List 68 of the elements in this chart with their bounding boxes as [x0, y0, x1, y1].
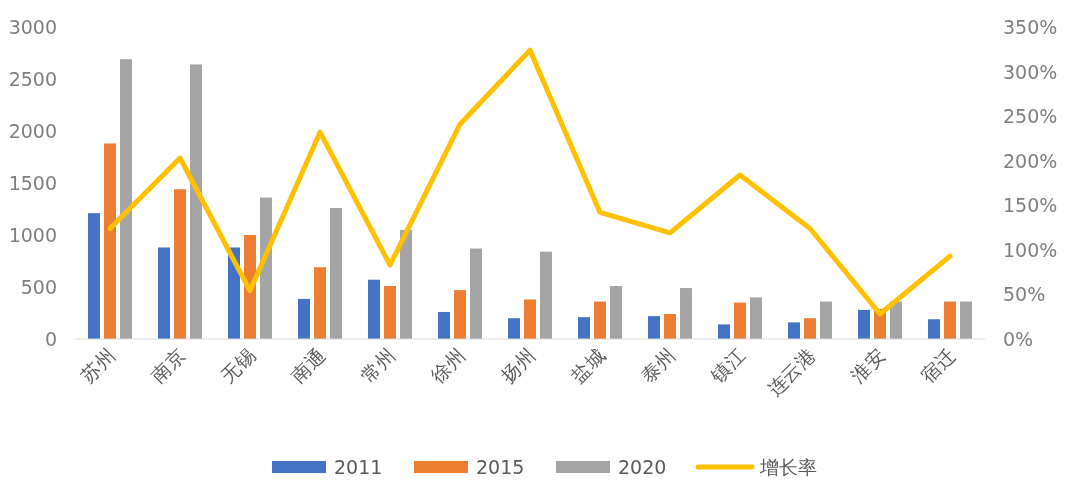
bar — [680, 288, 692, 339]
x-tick-label: 淮安 — [846, 344, 889, 387]
bar — [610, 285, 622, 339]
y2-tick-label: 300% — [1003, 60, 1058, 83]
x-tick-label: 连云港 — [762, 344, 819, 401]
bar — [944, 301, 956, 339]
bar — [578, 317, 590, 339]
bar — [120, 59, 132, 339]
x-tick-label: 盐城 — [566, 344, 609, 387]
y2-tick-label: 250% — [1003, 105, 1058, 128]
bar — [368, 279, 380, 339]
bar — [438, 311, 450, 339]
bar — [88, 213, 100, 339]
x-tick-label: 宿迁 — [916, 344, 959, 387]
bar — [750, 297, 762, 339]
bar — [734, 302, 746, 339]
x-tick-label: 徐州 — [426, 344, 469, 387]
bar — [190, 64, 202, 339]
bar — [890, 301, 902, 339]
legend-label: 2020 — [618, 456, 667, 478]
legend-label: 增长率 — [759, 456, 817, 478]
bar — [718, 324, 730, 339]
bar — [384, 285, 396, 339]
bar — [524, 299, 536, 339]
y-tick-label: 2500 — [8, 68, 57, 90]
bar — [298, 298, 310, 339]
y2-tick-label: 200% — [1003, 149, 1058, 172]
bar — [664, 314, 676, 339]
bar — [104, 143, 116, 339]
bar — [454, 290, 466, 339]
x-tick-label: 镇江 — [705, 344, 749, 388]
bar — [804, 318, 816, 339]
y-tick-label: 2000 — [8, 120, 57, 142]
y2-tick-label: 350% — [1003, 16, 1058, 38]
bar — [540, 251, 552, 339]
bar — [470, 248, 482, 339]
y-tick-label: 0 — [44, 328, 57, 350]
bar — [858, 309, 870, 339]
bar — [788, 322, 800, 339]
bar — [594, 301, 606, 339]
bar — [400, 229, 412, 339]
bar — [508, 318, 520, 339]
x-tick-label: 常州 — [356, 344, 399, 387]
x-tick-label: 泰州 — [636, 344, 679, 387]
x-tick-label: 无锡 — [216, 344, 259, 387]
y2-tick-label: 150% — [1003, 194, 1058, 217]
bar — [158, 247, 170, 339]
bar — [648, 316, 660, 339]
bar — [960, 301, 972, 339]
y-tick-label: 1500 — [8, 172, 57, 194]
bar — [928, 319, 940, 339]
y-tick-label: 500 — [20, 276, 57, 298]
bar — [260, 197, 272, 339]
y2-tick-label: 50% — [1003, 283, 1046, 306]
bar — [820, 301, 832, 339]
x-tick-label: 南通 — [286, 344, 329, 387]
legend-label: 2011 — [334, 456, 383, 478]
x-tick-label: 扬州 — [496, 344, 539, 387]
y2-tick-label: 100% — [1003, 238, 1058, 261]
bar — [330, 207, 342, 339]
x-tick-label: 南京 — [146, 344, 189, 387]
x-tick-label: 苏州 — [76, 344, 119, 387]
bar — [314, 267, 326, 339]
y2-tick-label: 0% — [1003, 328, 1034, 350]
bar — [174, 189, 186, 339]
y-tick-label: 3000 — [8, 16, 57, 38]
legend-label: 2015 — [476, 456, 525, 478]
y-tick-label: 1000 — [8, 224, 57, 246]
